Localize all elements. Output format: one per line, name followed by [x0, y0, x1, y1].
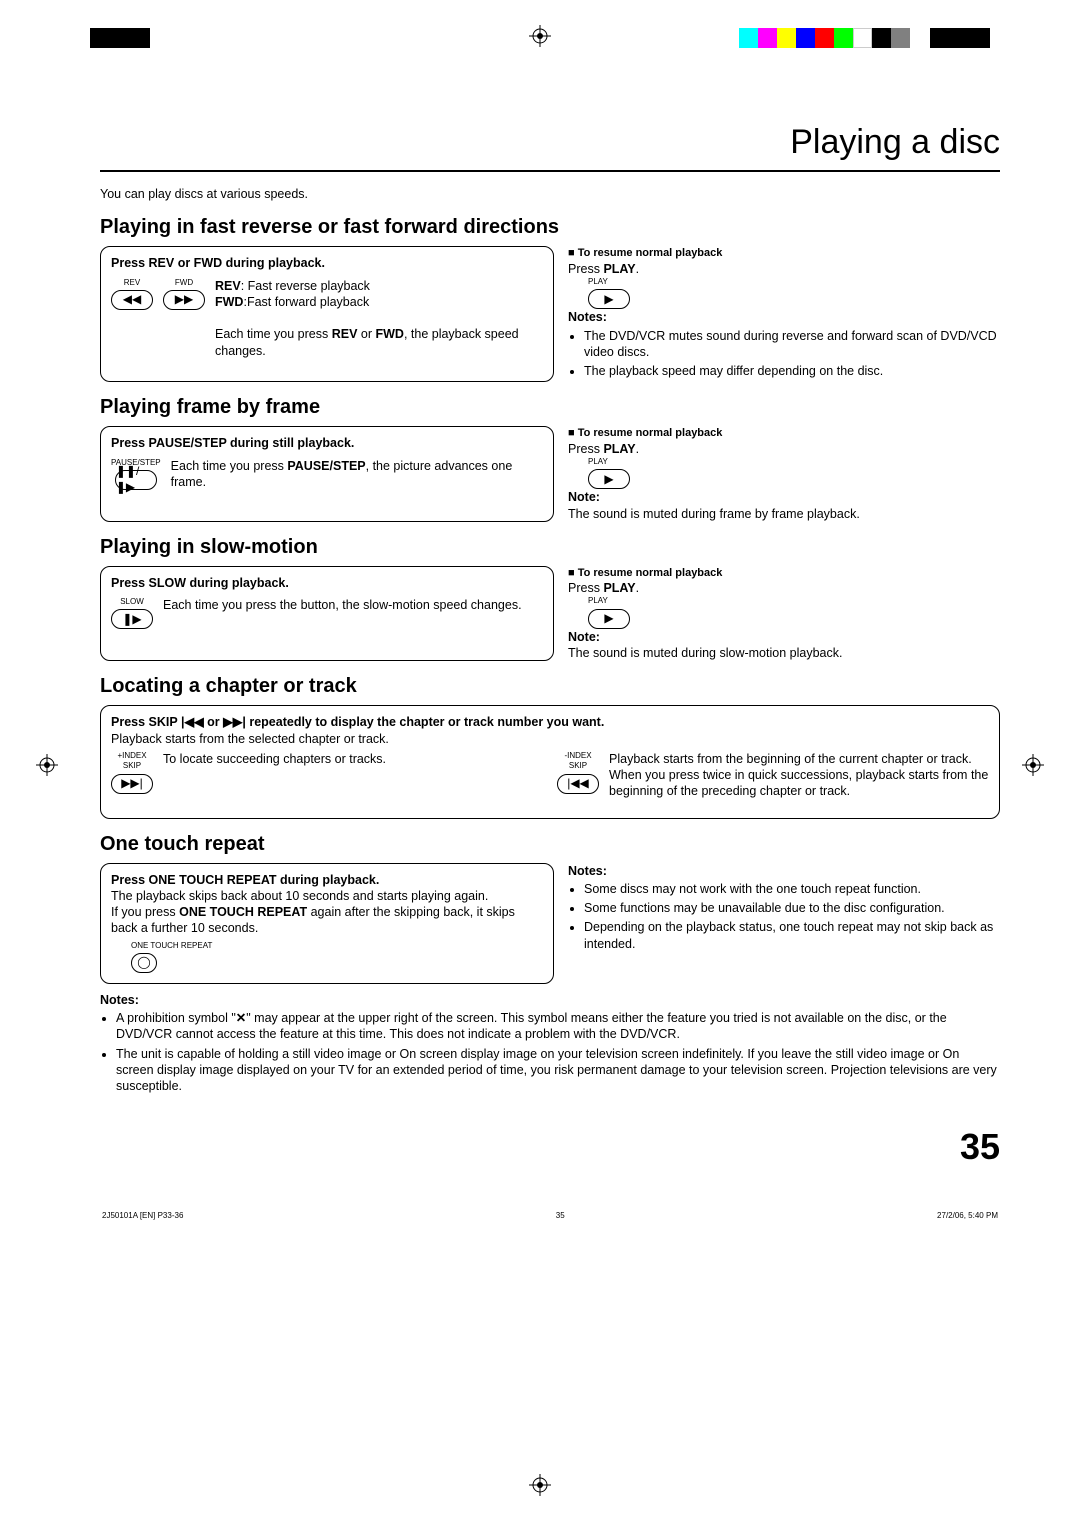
rev-button-diagram: REV ◀◀ [111, 278, 153, 310]
one-touch-repeat-icon: ◯ [131, 953, 157, 973]
heading-locate: Locating a chapter or track [100, 673, 1000, 699]
notes-head: Notes: [568, 309, 1000, 325]
heading-repeat: One touch repeat [100, 831, 1000, 857]
final-notes: A prohibition symbol "✕" may appear at t… [100, 1010, 1000, 1094]
play-icon: ▶ [588, 609, 630, 629]
repeat-desc2: If you press ONE TOUCH REPEAT again afte… [111, 904, 543, 937]
fast-rev-fwd-box: Press REV or FWD during playback. REV ◀◀… [100, 246, 554, 382]
intro-text: You can play discs at various speeds. [100, 186, 1000, 202]
repeat-right: Notes: Some discs may not work with the … [568, 863, 1000, 984]
repeat-instr: Press ONE TOUCH REPEAT during playback. [111, 872, 543, 888]
heading-frame: Playing frame by frame [100, 394, 1000, 420]
page-content: Playing a disc You can play discs at var… [0, 0, 1080, 1262]
registration-mark-icon [529, 25, 551, 47]
frame-right: ■ To resume normal playback Press PLAY. … [568, 426, 1000, 521]
slow-note: The sound is muted during slow-motion pl… [568, 645, 1000, 661]
repeat-notes: Some discs may not work with the one tou… [568, 881, 1000, 952]
play-icon: ▶ [588, 469, 630, 489]
rev-fwd-instr: Press REV or FWD during playback. [111, 255, 543, 271]
play-icon: ▶ [588, 289, 630, 309]
pause-instr: Press PAUSE/STEP during still playback. [111, 435, 543, 451]
resume-heading: ■ To resume normal playback [568, 246, 1000, 260]
slow-desc: Each time you press the button, the slow… [163, 597, 522, 613]
pause-desc: Each time you press PAUSE/STEP, the pict… [171, 458, 543, 491]
rev-icon: ◀◀ [111, 290, 153, 310]
slow-icon: ❚▶ [111, 609, 153, 629]
footer-right: 27/2/06, 5:40 PM [937, 1211, 998, 1221]
pause-button-diagram: PAUSE/STEP ❚❚/❚▶ [111, 458, 161, 490]
repeat-button-diagram: ONE TOUCH REPEAT ◯ [131, 941, 543, 973]
locate-box: Press SKIP |◀◀ or ▶▶| repeatedly to disp… [100, 705, 1000, 818]
skip-rev-button-diagram: -INDEX SKIP |◀◀ [557, 751, 599, 794]
repeat-box: Press ONE TOUCH REPEAT during playback. … [100, 863, 554, 984]
play-button-diagram: PLAY ▶ [588, 277, 1000, 309]
pause-step-icon: ❚❚/❚▶ [115, 470, 157, 490]
slow-right: ■ To resume normal playback Press PLAY. … [568, 566, 1000, 661]
heading-fast-rev-fwd: Playing in fast reverse or fast forward … [100, 214, 1000, 240]
skip-fwd-button-diagram: +INDEX SKIP ▶▶| [111, 751, 153, 794]
slow-box: Press SLOW during playback. SLOW ❚▶ Each… [100, 566, 554, 661]
locate-fwd-desc: To locate succeeding chapters or tracks. [163, 751, 386, 767]
slow-instr: Press SLOW during playback. [111, 575, 543, 591]
locate-line: Playback starts from the selected chapte… [111, 731, 989, 747]
frame-note: The sound is muted during frame by frame… [568, 506, 1000, 522]
fwd-button-diagram: FWD ▶▶ [163, 278, 205, 310]
footer-mid: 35 [556, 1211, 565, 1221]
rev-fwd-notes: The DVD/VCR mutes sound during reverse a… [568, 328, 1000, 380]
skip-back-icon: |◀◀ [557, 774, 599, 794]
page-title: Playing a disc [100, 120, 1000, 164]
repeat-desc1: The playback skips back about 10 seconds… [111, 888, 543, 904]
footer: 2J50101A [EN] P33-36 35 27/2/06, 5:40 PM [100, 1211, 1000, 1221]
page-number: 35 [100, 1124, 1000, 1171]
registration-mark-icon [36, 754, 58, 776]
footer-left: 2J50101A [EN] P33-36 [102, 1211, 183, 1221]
fast-rev-fwd-right: ■ To resume normal playback Press PLAY. … [568, 246, 1000, 382]
registration-mark-icon [1022, 754, 1044, 776]
title-rule [100, 170, 1000, 172]
final-notes-head: Notes: [100, 992, 1000, 1008]
fwd-icon: ▶▶ [163, 290, 205, 310]
rev-fwd-desc: REV: Fast reverse playback FWD:Fast forw… [215, 278, 543, 359]
locate-instr: Press SKIP |◀◀ or ▶▶| repeatedly to disp… [111, 714, 989, 730]
frame-box: Press PAUSE/STEP during still playback. … [100, 426, 554, 521]
slow-button-diagram: SLOW ❚▶ [111, 597, 153, 629]
heading-slow: Playing in slow-motion [100, 534, 1000, 560]
skip-forward-icon: ▶▶| [111, 774, 153, 794]
registration-mark-icon [529, 1474, 551, 1496]
locate-rev-desc: Playback starts from the beginning of th… [609, 751, 989, 800]
